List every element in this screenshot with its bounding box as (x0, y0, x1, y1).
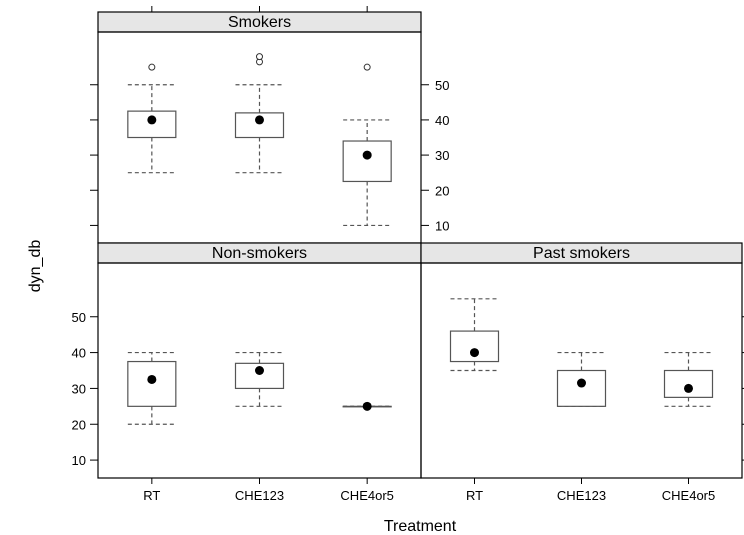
strip-label-non-smokers: Non-smokers (212, 245, 307, 262)
x-tick-label-past-smokers-che123: CHE123 (557, 488, 606, 503)
median-point-past-smokers-rt (470, 348, 479, 358)
y-tick-label-non-smokers-50: 50 (72, 310, 86, 325)
box-non-smokers-rt (127, 351, 177, 425)
median-point-non-smokers-rt (147, 374, 157, 384)
box-non-smokers-che4or5 (342, 401, 392, 411)
y-tick-label-smokers-20: 20 (435, 183, 449, 198)
box-smokers-che4or5 (342, 63, 392, 227)
box-smokers-che123 (234, 53, 285, 174)
x-tick-label-non-smokers-che123: CHE123 (235, 488, 284, 503)
strip-label-smokers: Smokers (228, 14, 291, 31)
outlier-point-smokers-che123-1 (256, 53, 263, 61)
box-non-smokers-che123 (234, 351, 285, 407)
median-point-smokers-rt (147, 115, 157, 125)
box-iqr-past-smokers-che123 (556, 369, 607, 407)
x-tick-label-past-smokers-che4or5: CHE4or5 (662, 488, 715, 503)
box-iqr-smokers-che123 (234, 112, 285, 139)
y-tick-label-smokers-40: 40 (435, 113, 449, 128)
x-tick-label-past-smokers-rt: RT (466, 488, 483, 503)
median-point-smokers-che4or5 (362, 150, 372, 160)
x-axis-title: Treatment (384, 518, 457, 535)
median-point-past-smokers-che4or5 (684, 383, 693, 393)
x-tick-label-non-smokers-che4or5: CHE4or5 (340, 488, 393, 503)
outlier-point-smokers-rt-0 (148, 63, 156, 71)
x-tick-label-non-smokers-rt: RT (143, 488, 160, 503)
y-tick-label-smokers-10: 10 (435, 218, 449, 233)
median-point-non-smokers-che123 (255, 366, 264, 375)
box-past-smokers-rt (449, 298, 500, 372)
y-tick-label-non-smokers-10: 10 (72, 453, 86, 468)
y-tick-label-smokers-30: 30 (435, 148, 449, 163)
y-axis-title: dyn_db (27, 240, 44, 293)
panels-layer: Smokers 10 20 30 40 50 Non-smokers 10 20 30 40 50 RT… (72, 6, 744, 503)
panel-smokers: Smokers 10 20 30 40 50 (90, 6, 449, 244)
panel-past-smokers: Past smokers RT CHE123 CHE4or5 (420, 242, 744, 503)
median-point-past-smokers-che123 (577, 378, 586, 388)
y-tick-label-non-smokers-20: 20 (72, 417, 86, 432)
box-past-smokers-che123 (556, 351, 607, 407)
y-tick-label-non-smokers-40: 40 (72, 346, 86, 361)
panel-non-smokers: Non-smokers 10 20 30 40 50 RT CHE123 CHE4or5 (72, 242, 422, 503)
box-past-smokers-che4or5 (663, 351, 714, 407)
outlier-point-smokers-che4or5-0 (363, 63, 371, 71)
box-iqr-smokers-che4or5 (342, 140, 392, 183)
y-tick-label-non-smokers-30: 30 (72, 381, 86, 396)
median-point-smokers-che123 (255, 115, 264, 125)
median-point-non-smokers-che4or5 (362, 401, 372, 411)
y-tick-label-smokers-50: 50 (435, 78, 449, 93)
strip-label-past-smokers: Past smokers (533, 245, 630, 262)
box-smokers-rt (127, 63, 177, 174)
